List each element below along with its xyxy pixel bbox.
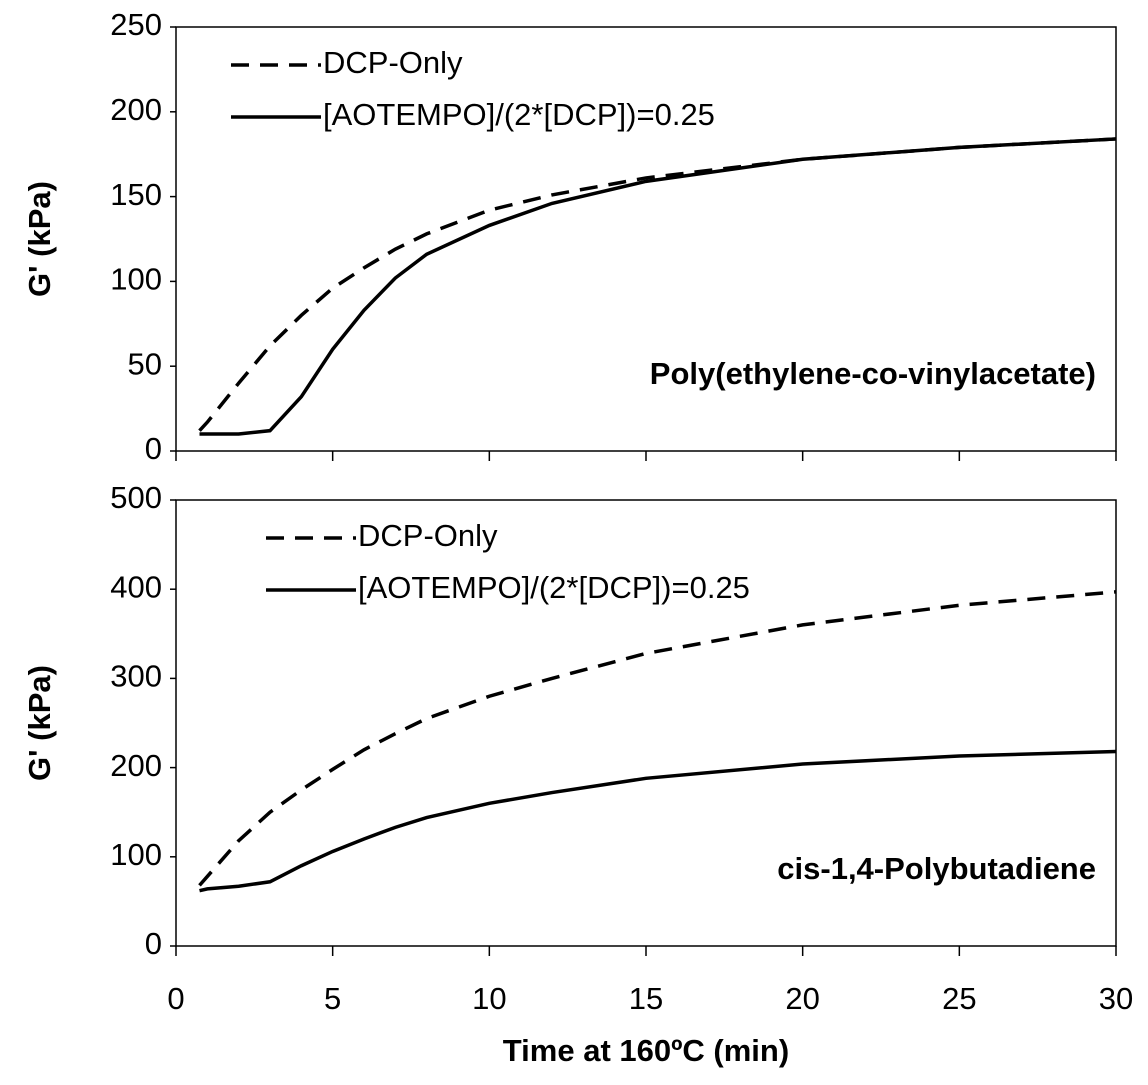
x-tick-label: 15 — [629, 981, 663, 1016]
annotation: Poly(ethylene-co-vinylacetate) — [650, 356, 1096, 391]
y-tick-label: 0 — [145, 431, 162, 466]
y-tick-label: 250 — [110, 7, 162, 42]
legend-label: [AOTEMPO]/(2*[DCP])=0.25 — [323, 97, 715, 132]
x-tick-label: 30 — [1099, 981, 1133, 1016]
legend-label: [AOTEMPO]/(2*[DCP])=0.25 — [358, 570, 750, 605]
x-tick-label: 5 — [324, 981, 341, 1016]
legend-label: DCP-Only — [358, 518, 498, 553]
x-tick-label: 10 — [472, 981, 506, 1016]
y-tick-label: 0 — [145, 926, 162, 961]
x-tick-label: 20 — [785, 981, 819, 1016]
y-tick-label: 200 — [110, 748, 162, 783]
data-line — [199, 137, 1117, 436]
x-tick-label: 25 — [942, 981, 976, 1016]
legend-label: DCP-Only — [323, 45, 463, 80]
x-axis-label: Time at 160ºC (min) — [503, 1033, 789, 1068]
y-axis-label: G' (kPa) — [22, 181, 57, 297]
y-tick-label: 100 — [110, 262, 162, 297]
y-axis-label: G' (kPa) — [22, 665, 57, 781]
y-tick-label: 500 — [110, 480, 162, 515]
data-line — [199, 749, 1117, 893]
y-tick-label: 50 — [128, 346, 162, 381]
x-tick-label: 0 — [167, 981, 184, 1016]
y-tick-label: 300 — [110, 659, 162, 694]
y-tick-label: 200 — [110, 92, 162, 127]
y-tick-label: 150 — [110, 177, 162, 212]
data-line — [198, 590, 1117, 887]
y-tick-label: 400 — [110, 569, 162, 604]
data-line — [198, 137, 1117, 432]
annotation: cis-1,4-Polybutadiene — [777, 851, 1096, 886]
y-tick-label: 100 — [110, 837, 162, 872]
